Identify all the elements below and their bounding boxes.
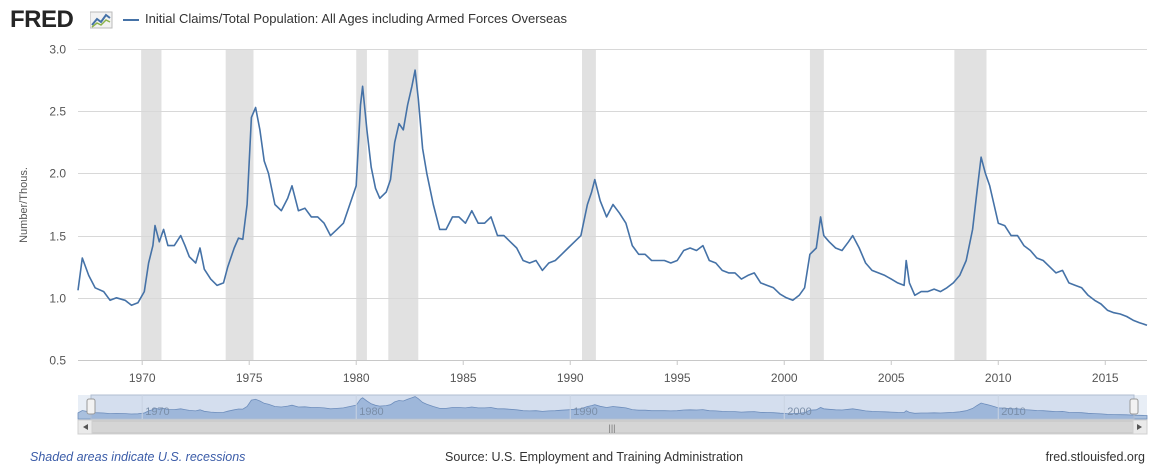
- scroll-left-arrow-icon: [83, 424, 88, 430]
- y-tick-label: 1.0: [49, 292, 66, 306]
- navigator[interactable]: 1970 1980 1990 2000 2010: [77, 394, 1148, 420]
- x-tick-label: 2015: [1092, 371, 1119, 385]
- chart-header: FRED Initial Claims/Total Population: Al…: [0, 0, 1165, 40]
- x-tick-label: 1995: [664, 371, 691, 385]
- recession-band: [388, 49, 419, 360]
- y-tick-labels: 0.5 1.0 1.5 2.0 2.5 3.0: [49, 43, 66, 368]
- x-tick-label: 1980: [343, 371, 370, 385]
- recession-bands: [141, 49, 987, 360]
- site-credit[interactable]: fred.stlouisfed.org: [1045, 450, 1145, 464]
- x-tick-labels: 1970 1975 1980 1985 1990 1995 2000 2005 2010 2015: [129, 360, 1119, 385]
- chart-logo-icon: [90, 11, 113, 29]
- recession-band: [356, 49, 367, 360]
- navigator-tick-label: 2000: [787, 406, 811, 418]
- navigator-tick-label: 2010: [1001, 406, 1025, 418]
- x-tick-label: 1990: [557, 371, 584, 385]
- x-tick-label: 1985: [450, 371, 477, 385]
- y-tick-label: 2.5: [49, 105, 66, 119]
- y-tick-label: 1.5: [49, 230, 66, 244]
- scrollbar[interactable]: |||: [77, 419, 1148, 435]
- navigator-tick-label: 1990: [573, 406, 597, 418]
- navigator-tick-label: 1970: [145, 406, 169, 418]
- y-tick-label: 2.0: [49, 167, 66, 181]
- x-tick-label: 1970: [129, 371, 156, 385]
- legend-label: Initial Claims/Total Population: All Age…: [145, 11, 567, 26]
- recession-band: [225, 49, 254, 360]
- chart-canvas: 0.51.01.52.02.53.0 Number/Thous. 1970 197…: [18, 43, 1148, 435]
- navigator-handle-left[interactable]: [86, 398, 96, 415]
- y-tick-label: 3.0: [49, 43, 66, 57]
- scroll-right-arrow-icon: [1137, 424, 1142, 430]
- x-tick-label: 1975: [236, 371, 263, 385]
- recession-band: [809, 49, 824, 360]
- recession-note[interactable]: Shaded areas indicate U.S. recessions: [30, 450, 246, 464]
- scrollbar-grip-icon: |||: [608, 423, 615, 433]
- recession-band: [954, 49, 987, 360]
- y-axis-label: Number/Thous.: [18, 167, 30, 243]
- y-tick-label: 0.5: [49, 354, 66, 368]
- legend-swatch: [123, 18, 139, 21]
- navigator-handle-right[interactable]: [1129, 398, 1139, 415]
- navigator-tick-labels: 1970 1980 1990 2000 2010: [141, 395, 1026, 419]
- navigator-area: [77, 396, 1148, 420]
- recession-band: [582, 49, 596, 360]
- source-note: Source: U.S. Employment and Training Adm…: [445, 450, 744, 464]
- series-line[interactable]: [77, 69, 1148, 326]
- x-tick-label: 2010: [985, 371, 1012, 385]
- recession-band: [141, 49, 162, 360]
- x-tick-label: 2005: [878, 371, 905, 385]
- navigator-tick-label: 1980: [359, 406, 383, 418]
- navigator-selection[interactable]: [90, 394, 1135, 420]
- fred-logo[interactable]: FRED: [10, 6, 74, 33]
- x-tick-label: 2000: [771, 371, 798, 385]
- legend-entry[interactable]: Initial Claims/Total Population: All Age…: [123, 11, 567, 26]
